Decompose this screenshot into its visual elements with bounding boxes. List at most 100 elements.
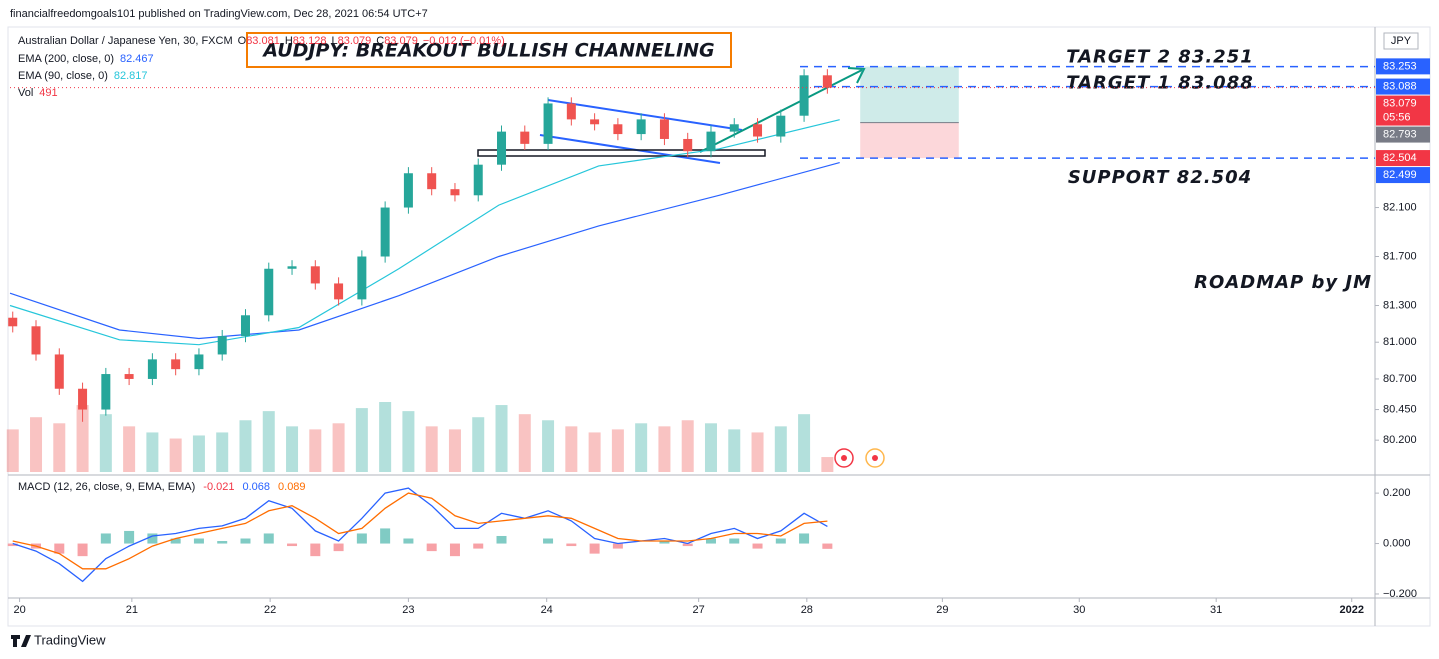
price-tag-label: 82.504 bbox=[1383, 152, 1417, 164]
event-dot bbox=[872, 455, 878, 461]
symbol: Australian Dollar / Japanese Yen, 30, FX… bbox=[18, 35, 233, 47]
volume-bar bbox=[774, 426, 787, 472]
histogram-bar bbox=[566, 543, 577, 547]
volume-bar bbox=[239, 420, 252, 472]
price-tag bbox=[1376, 167, 1430, 184]
histogram-bar bbox=[403, 538, 414, 544]
volume-bar bbox=[798, 414, 811, 472]
ohlc-value: 83.079 bbox=[384, 35, 418, 47]
candle-body bbox=[799, 75, 809, 116]
volume-value: 491 bbox=[39, 87, 57, 99]
candle-body bbox=[822, 75, 832, 88]
candle-body bbox=[31, 326, 41, 355]
x-tick-label: 22 bbox=[264, 604, 276, 616]
x-tick-label: 28 bbox=[801, 604, 813, 616]
histogram-bar bbox=[729, 538, 740, 544]
currency: JPY bbox=[1391, 35, 1412, 47]
volume-bar bbox=[216, 432, 229, 472]
candle-body bbox=[427, 173, 437, 190]
candle-body bbox=[729, 124, 739, 132]
price-tag-label: 83.253 bbox=[1383, 60, 1417, 72]
title-box bbox=[246, 32, 732, 68]
header: financialfreedomgoals101 published on Tr… bbox=[10, 8, 428, 20]
event-dot bbox=[841, 455, 847, 461]
candle-body bbox=[450, 189, 460, 196]
histogram-bar bbox=[7, 543, 18, 547]
frame bbox=[7, 26, 1431, 627]
volume-bar bbox=[635, 423, 648, 472]
histogram-bar bbox=[589, 543, 600, 554]
candle-body bbox=[473, 164, 483, 196]
volume-bar bbox=[355, 408, 368, 472]
candle-body bbox=[497, 131, 507, 165]
y-tick-label: 81.000 bbox=[1383, 336, 1417, 348]
histogram-bar bbox=[217, 541, 228, 544]
currency-tag bbox=[1383, 32, 1419, 50]
volume-bar bbox=[309, 429, 322, 472]
candle-body bbox=[194, 354, 204, 370]
histogram-bar bbox=[124, 530, 135, 544]
y-tick-label: 81.300 bbox=[1383, 299, 1417, 311]
volume-bar bbox=[30, 417, 43, 472]
volume-bar bbox=[495, 405, 508, 472]
histogram-bar bbox=[682, 543, 693, 547]
x-tick-label: 24 bbox=[541, 604, 553, 616]
candle-body bbox=[380, 207, 390, 257]
volume-bar bbox=[286, 426, 299, 472]
macd-title: MACD (12, 26, close, 9, EMA, EMA) bbox=[18, 481, 195, 493]
legend-ema: EMA (200, close, 0) 82.467 bbox=[18, 53, 154, 65]
x-tick-label: 20 bbox=[13, 604, 25, 616]
histogram-bar bbox=[310, 543, 321, 557]
y-tick-label: 80.200 bbox=[1383, 434, 1417, 446]
x-tick-label: 23 bbox=[402, 604, 414, 616]
candle-body bbox=[334, 283, 344, 300]
histogram-bar bbox=[77, 543, 88, 557]
histogram-bar bbox=[287, 543, 298, 547]
volume-bar bbox=[611, 429, 624, 472]
volume-bar bbox=[448, 429, 461, 472]
candle-body bbox=[566, 103, 576, 120]
y-tick-label: 0.200 bbox=[1383, 487, 1411, 499]
volume-bar bbox=[379, 402, 392, 472]
legend-symbol: Australian Dollar / Japanese Yen, 30, FX… bbox=[18, 35, 505, 47]
y-tick-label: −0.200 bbox=[1383, 588, 1417, 600]
histogram-bar bbox=[496, 535, 507, 544]
histogram-bar bbox=[543, 538, 554, 544]
histogram-bar bbox=[263, 533, 274, 544]
histogram-bar bbox=[659, 541, 670, 544]
ohlc-label: H bbox=[285, 35, 293, 47]
volume-bar bbox=[6, 429, 19, 472]
x-tick-label: 21 bbox=[126, 604, 138, 616]
candle-body bbox=[101, 374, 111, 410]
ema-name: EMA (90, close, 0) bbox=[18, 70, 108, 82]
macd-value: 0.068 bbox=[242, 481, 270, 493]
level-label: TARGET 1 83.088 bbox=[1066, 73, 1254, 94]
histogram-bar bbox=[170, 538, 181, 544]
candle-body bbox=[753, 124, 763, 137]
ema-name: EMA (200, close, 0) bbox=[18, 53, 114, 65]
price-tag bbox=[1376, 58, 1430, 75]
support-zone bbox=[477, 149, 766, 157]
volume-bar bbox=[588, 432, 601, 472]
ohlc-value: 83.081 bbox=[246, 35, 280, 47]
candle-body bbox=[54, 354, 64, 389]
candle-body bbox=[776, 115, 786, 137]
candle-body bbox=[264, 268, 274, 316]
volume-bar bbox=[821, 457, 834, 472]
candle-body bbox=[310, 266, 320, 284]
candle-body bbox=[8, 317, 18, 327]
volume-bar bbox=[681, 420, 694, 472]
legend-macd: MACD (12, 26, close, 9, EMA, EMA) -0.021 0… bbox=[18, 481, 306, 493]
legend-ema: EMA (90, close, 0) 82.817 bbox=[18, 70, 148, 82]
ema-line bbox=[9, 162, 840, 340]
histogram-bar bbox=[612, 543, 623, 549]
candle-body bbox=[636, 119, 646, 135]
candle-body bbox=[613, 124, 623, 135]
histogram-bar bbox=[380, 528, 391, 544]
volume-bar bbox=[146, 432, 159, 472]
y-tick-label: 81.700 bbox=[1383, 250, 1417, 262]
x-tick-label: 2022 bbox=[1339, 604, 1363, 616]
price-tag-label: 82.499 bbox=[1383, 169, 1417, 181]
histogram-bar bbox=[193, 538, 204, 544]
